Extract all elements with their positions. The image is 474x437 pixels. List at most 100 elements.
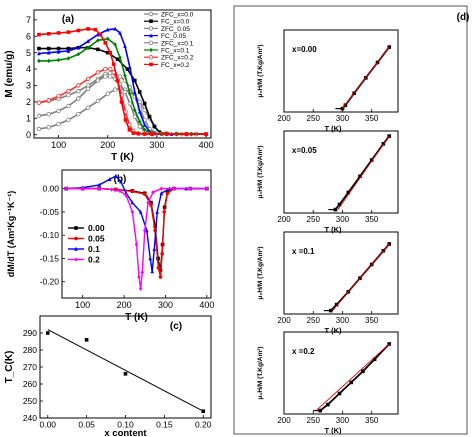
panel-d-xtick-label: 250 bbox=[307, 416, 321, 425]
panel-d-xtick-label: 300 bbox=[336, 215, 350, 224]
panel-b-series bbox=[64, 186, 209, 279]
panel-b-series bbox=[64, 186, 209, 272]
panel-d-point bbox=[358, 174, 362, 179]
panel-d-subplot: 200 250 300 350 T (K) μ₀H/M (T.Kg/Am²) x=0.05 bbox=[257, 130, 399, 234]
panel-a-point bbox=[108, 66, 113, 72]
panel-a-point bbox=[66, 117, 71, 123]
panel-d-subplot-label: x =0.1 bbox=[292, 247, 315, 256]
panel-a-legend-label: ZFC_x=0.1 bbox=[161, 40, 194, 47]
panel-a-point bbox=[95, 78, 101, 83]
panel-a-point bbox=[46, 58, 51, 64]
panel-a-axes bbox=[33, 9, 212, 139]
panel-b-point bbox=[156, 265, 161, 270]
panel-d-xtick-label: 350 bbox=[365, 114, 379, 123]
panel-d-point bbox=[334, 302, 339, 307]
panel-b-legend-marker bbox=[74, 226, 78, 230]
panel-d-axes bbox=[283, 130, 399, 214]
panel-a-point bbox=[66, 89, 71, 94]
panel-a-point bbox=[76, 45, 81, 50]
panel-b-point bbox=[165, 191, 170, 196]
panel-a-point bbox=[85, 105, 91, 110]
panel-b-point bbox=[130, 209, 135, 215]
panel-a-point bbox=[56, 121, 61, 127]
panel-a-legend: ZFC_x=0.0FC_x=0.0ZFC_0.05FC_0.05ZFC_x=0.… bbox=[144, 12, 194, 69]
panel-c-xtick-label: 0.10 bbox=[117, 420, 134, 430]
panel-a-point bbox=[103, 74, 108, 79]
panel-d-point bbox=[349, 380, 354, 385]
panel-d-ylabel: μ₀H/M (T.Kg/Am²) bbox=[257, 44, 264, 97]
panel-a-ytick-label: 7 bbox=[26, 15, 31, 25]
panel-a-point bbox=[113, 26, 117, 31]
panel-a-point bbox=[150, 132, 154, 136]
panel-a-point bbox=[66, 93, 71, 98]
panel-b-xtick-label: 300 bbox=[158, 300, 173, 310]
panel-a-point bbox=[103, 41, 108, 45]
panel-a-point bbox=[95, 70, 101, 75]
panel-a-point bbox=[56, 49, 61, 54]
panel-a-point bbox=[66, 56, 71, 61]
panel-d-subplot: 200 250 300 350 T (K) μ₀H/M (T.Kg/Am²) x=0.00 bbox=[257, 29, 399, 133]
panel-b-ytick-label: -0.15 bbox=[40, 253, 60, 263]
panel-b-legend: 0.000.050.10.2 bbox=[68, 223, 105, 265]
panel-b-point bbox=[148, 256, 152, 261]
panel-a-xtick-label: 100 bbox=[51, 140, 66, 150]
panel-a-legend-marker bbox=[149, 19, 153, 23]
panel-c-ytick-label: 280 bbox=[23, 345, 37, 355]
panel-d-axes bbox=[283, 231, 399, 315]
panel-a-legend-label: ZFC_x=0.2 bbox=[161, 55, 194, 62]
panel-a-legend-label: ZFC_0.05 bbox=[161, 26, 190, 33]
panel-b-point bbox=[107, 177, 112, 182]
panel-b-point bbox=[160, 251, 164, 256]
panel-a-point bbox=[66, 103, 71, 109]
panel-b-ytick-label: -0.05 bbox=[40, 207, 60, 217]
panel-d-xtick-label: 300 bbox=[336, 316, 350, 325]
panel-a-point bbox=[125, 67, 130, 71]
panel-c-point bbox=[201, 409, 206, 413]
panel-b-ytick-label: -0.20 bbox=[40, 277, 60, 287]
panel-a-point bbox=[98, 32, 103, 37]
panel-a-point bbox=[127, 101, 133, 106]
panel-b-point bbox=[130, 189, 135, 194]
panel-a-point bbox=[131, 131, 136, 135]
panel-a-point bbox=[95, 98, 101, 104]
panel-c-xtick-label: 0.15 bbox=[156, 420, 173, 430]
panel-a-point bbox=[137, 124, 142, 129]
panel-a-legend-marker bbox=[148, 26, 154, 31]
panel-a-point bbox=[93, 27, 98, 32]
panel-b-tag: (b) bbox=[114, 174, 127, 185]
panel-c-point bbox=[45, 331, 50, 335]
panel-b-xtick-label: 100 bbox=[75, 300, 90, 310]
panel-a-xtick-label: 200 bbox=[100, 140, 115, 150]
panel-a-legend-marker bbox=[148, 40, 154, 45]
panel-a-point bbox=[76, 28, 81, 33]
panel-d-axes bbox=[283, 331, 399, 415]
panel-c-xlabel: x content bbox=[104, 428, 147, 437]
panel-d-xtick-label: 200 bbox=[277, 215, 291, 224]
panel-a-legend-marker bbox=[149, 47, 153, 53]
panel-d-subplot-label: x =0.2 bbox=[292, 347, 315, 356]
panel-b-legend-marker bbox=[74, 257, 78, 262]
panel-b-point bbox=[142, 192, 147, 197]
panel-d-point bbox=[387, 342, 392, 346]
panel-a-point bbox=[56, 31, 61, 35]
panel-b-point bbox=[109, 187, 114, 192]
panel-b-legend-label: 0.2 bbox=[88, 255, 100, 265]
panel-a-ytick-label: 4 bbox=[26, 64, 31, 74]
panel-d-xlabel: T (K) bbox=[324, 326, 342, 335]
panel-d-point bbox=[318, 408, 323, 413]
panel-b-point bbox=[152, 246, 157, 251]
panel-a-point bbox=[123, 118, 128, 122]
panel-a-point bbox=[36, 113, 42, 119]
panel-d-fit-line bbox=[342, 46, 390, 109]
panel-a-point bbox=[103, 66, 108, 72]
panel-a-legend-marker bbox=[149, 33, 153, 38]
panel-a-point bbox=[137, 99, 142, 105]
panel-b-point bbox=[118, 179, 123, 184]
panel-b-xtick-label: 400 bbox=[199, 300, 214, 310]
panel-a-ylabel: M (emu/g) bbox=[4, 50, 15, 97]
panel-a-xtick-label: 300 bbox=[149, 140, 164, 150]
panel-d-subplot: 200 250 300 350 T (K) μ₀H/M (T.Kg/Am²) x =0.2 bbox=[257, 331, 399, 435]
panel-a-point bbox=[137, 90, 142, 94]
panel-a-point bbox=[137, 109, 142, 114]
panel-a-point bbox=[76, 89, 81, 94]
